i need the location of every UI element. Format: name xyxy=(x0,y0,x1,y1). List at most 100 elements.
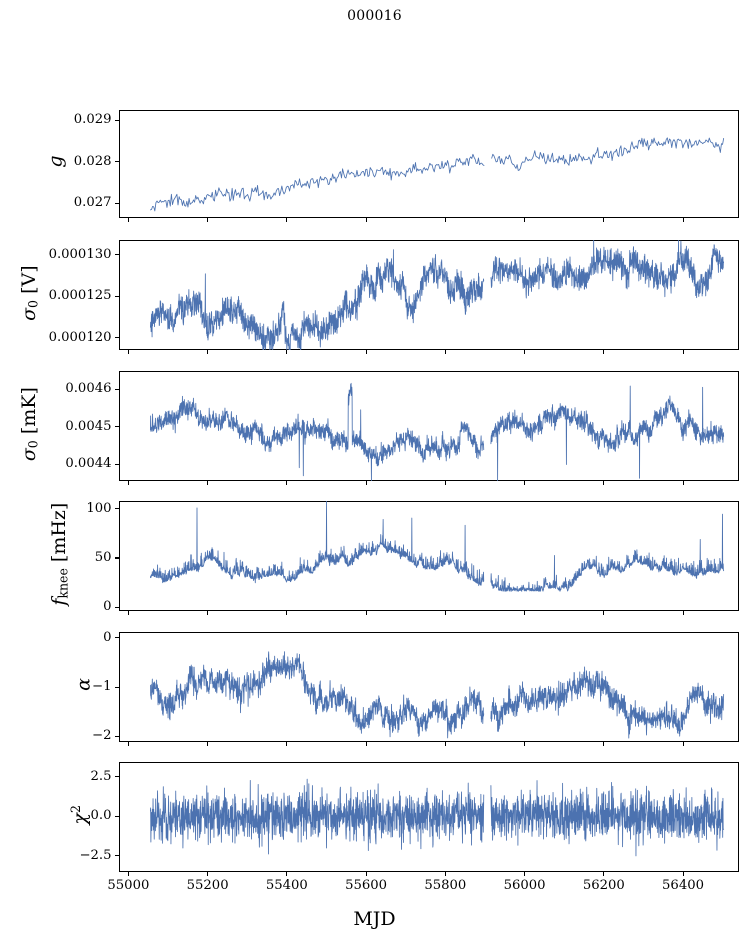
x-tick-mark xyxy=(603,611,605,615)
x-tick-mark xyxy=(286,742,288,746)
x-tick-mark xyxy=(603,481,605,485)
x-tick-mark xyxy=(444,481,446,485)
y-tick-mark xyxy=(115,337,119,339)
x-tick-mark xyxy=(207,611,209,615)
x-tick-label: 56200 xyxy=(582,878,625,893)
y-tick-mark xyxy=(115,776,119,778)
y-tick-mark xyxy=(115,637,119,639)
y-tick-label: 0.000125 xyxy=(48,288,112,304)
x-tick-mark xyxy=(603,350,605,354)
x-tick-mark xyxy=(365,218,367,222)
x-tick-label: 56400 xyxy=(662,878,704,893)
x-tick-mark xyxy=(682,350,684,354)
x-tick-mark xyxy=(127,218,129,222)
x-tick-mark xyxy=(207,218,209,222)
x-tick-mark xyxy=(682,872,684,876)
y-tick-label: 50 xyxy=(94,549,112,565)
x-tick-label: 55600 xyxy=(345,878,388,893)
y-tick-label: 0.028 xyxy=(73,153,112,169)
x-tick-mark xyxy=(524,350,526,354)
x-tick-mark xyxy=(524,218,526,222)
x-tick-mark xyxy=(127,742,129,746)
y-tick-label: −2 xyxy=(92,728,112,744)
x-tick-mark xyxy=(524,742,526,746)
x-tick-mark xyxy=(682,481,684,485)
plot-panel-sigma0_V xyxy=(118,240,739,350)
x-axis-label: MJD xyxy=(353,908,396,930)
x-tick-mark xyxy=(444,742,446,746)
x-tick-mark xyxy=(127,350,129,354)
plot-panel-alpha xyxy=(118,632,739,742)
x-tick-mark xyxy=(524,611,526,615)
y-tick-mark xyxy=(115,202,119,204)
x-tick-mark xyxy=(603,742,605,746)
y-tick-mark xyxy=(115,161,119,163)
plot-panel-f_knee xyxy=(118,501,739,611)
x-tick-mark xyxy=(603,218,605,222)
x-tick-mark xyxy=(682,218,684,222)
y-axis-label-sigma0_mK: σ0 [mK] xyxy=(17,387,41,462)
y-tick-mark xyxy=(115,295,119,297)
data-trace-alpha xyxy=(149,651,724,739)
x-tick-mark xyxy=(207,350,209,354)
x-tick-mark xyxy=(286,350,288,354)
y-tick-label: 0.0 xyxy=(90,808,112,824)
y-tick-mark xyxy=(115,855,119,857)
x-tick-mark xyxy=(127,611,129,615)
x-tick-mark xyxy=(207,742,209,746)
x-tick-label: 56000 xyxy=(503,878,546,893)
data-trace-f_knee xyxy=(149,501,724,592)
plot-panel-chi2 xyxy=(118,762,739,872)
data-trace-sigma0_V xyxy=(149,240,724,350)
x-tick-mark xyxy=(365,611,367,615)
y-tick-mark xyxy=(115,557,119,559)
x-tick-label: 55000 xyxy=(107,878,150,893)
y-axis-label-gain: g xyxy=(44,155,67,168)
y-tick-label: 0.000120 xyxy=(48,329,112,345)
x-tick-mark xyxy=(682,611,684,615)
plot-panel-sigma0_mK xyxy=(118,371,739,481)
x-tick-label: 55200 xyxy=(186,878,229,893)
y-tick-mark xyxy=(115,254,119,256)
y-axis-label-f_knee: fknee [mHz] xyxy=(47,502,71,606)
figure-title: 000016 xyxy=(347,8,402,24)
x-tick-mark xyxy=(286,218,288,222)
x-tick-mark xyxy=(365,350,367,354)
x-tick-mark xyxy=(365,742,367,746)
x-tick-mark xyxy=(207,872,209,876)
x-tick-mark xyxy=(444,611,446,615)
y-tick-mark xyxy=(115,686,119,688)
y-tick-mark xyxy=(115,463,119,465)
x-tick-mark xyxy=(603,872,605,876)
x-tick-mark xyxy=(286,481,288,485)
y-axis-label-sigma0_V: σ0 [V] xyxy=(17,265,41,321)
x-tick-mark xyxy=(127,872,129,876)
x-tick-mark xyxy=(286,872,288,876)
y-axis-label-alpha: α xyxy=(72,678,95,691)
y-tick-label: 0.027 xyxy=(73,195,112,211)
y-tick-label: 0.0045 xyxy=(65,418,112,434)
y-tick-label: 0.029 xyxy=(73,112,112,128)
y-tick-mark xyxy=(115,815,119,817)
data-trace-chi2 xyxy=(149,778,724,857)
x-tick-mark xyxy=(207,481,209,485)
x-tick-label: 55800 xyxy=(424,878,467,893)
y-tick-label: 0.0046 xyxy=(65,381,112,397)
x-tick-mark xyxy=(365,872,367,876)
x-tick-mark xyxy=(127,481,129,485)
x-tick-mark xyxy=(286,611,288,615)
y-tick-mark xyxy=(115,735,119,737)
data-trace-gain xyxy=(149,137,724,212)
data-trace-sigma0_mK xyxy=(149,382,724,481)
x-tick-mark xyxy=(365,481,367,485)
y-tick-label: −2.5 xyxy=(79,847,112,863)
y-tick-label: 0 xyxy=(103,599,112,615)
x-tick-mark xyxy=(444,872,446,876)
x-tick-label: 55400 xyxy=(265,878,308,893)
y-tick-label: 0 xyxy=(103,629,112,645)
plot-panel-gain xyxy=(118,110,739,218)
y-tick-label: −1 xyxy=(92,679,112,694)
y-tick-label: 0.000130 xyxy=(48,246,112,262)
y-tick-label: 2.5 xyxy=(90,768,112,784)
